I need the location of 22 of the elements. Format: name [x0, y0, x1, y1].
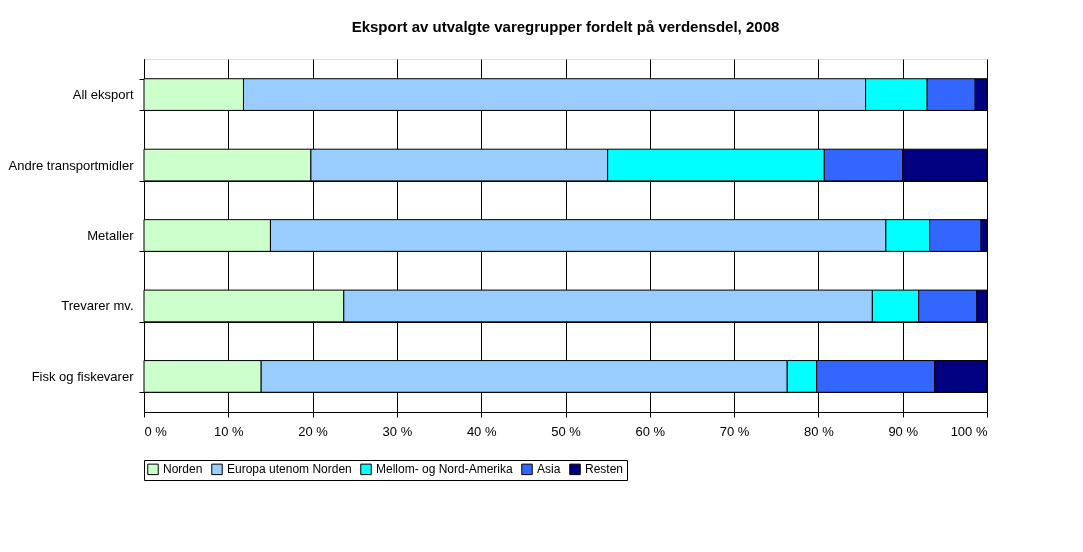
x-tick-label: 30 % — [382, 423, 413, 439]
legend-label: Europa utenom Norden — [227, 462, 352, 477]
x-tick-label: 80 % — [804, 423, 835, 439]
x-tick-label: 40 % — [466, 423, 497, 439]
legend-label: Resten — [585, 462, 624, 477]
x-tick-label: 60 % — [635, 423, 666, 439]
y-tick-label: Fisk og fiskevarer — [31, 368, 135, 384]
x-tick-label: 50 % — [551, 423, 582, 439]
x-tick-label: 10 % — [213, 423, 245, 439]
x-tick-label: 100 % — [950, 423, 988, 439]
x-tick-label: 70 % — [719, 423, 750, 439]
legend-label: Asia — [537, 462, 561, 477]
y-tick-label: All eksport — [72, 87, 134, 103]
legend-label: Mellom- og Nord-Amerika — [376, 462, 514, 477]
chart-title: Eksport av utvalgte varegrupper fordelt på verdensdel, 2008 — [351, 18, 780, 35]
x-tick-label: 20 % — [298, 423, 329, 439]
legend-label: Norden — [163, 462, 203, 477]
x-tick-label: 90 % — [888, 423, 919, 439]
y-tick-label: Metaller — [87, 228, 135, 243]
x-tick-label: 0 % — [144, 423, 168, 439]
y-tick-label: Andre transportmidler — [8, 157, 135, 173]
y-tick-label: Trevarer mv. — [61, 298, 134, 314]
